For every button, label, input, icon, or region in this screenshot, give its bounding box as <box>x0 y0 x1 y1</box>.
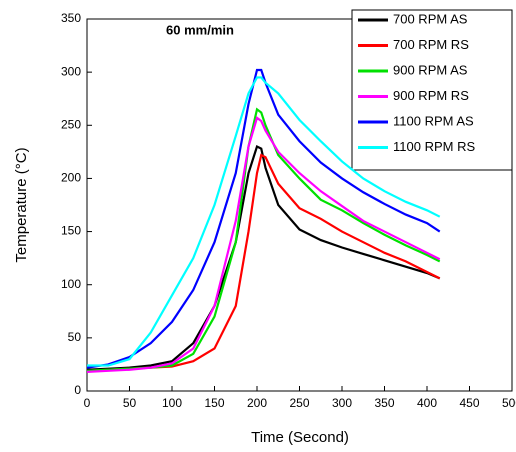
x-tick-label: 450 <box>459 396 479 410</box>
series-line <box>87 76 441 367</box>
y-tick-label: 50 <box>68 330 82 344</box>
y-tick-label: 150 <box>61 224 81 238</box>
y-axis-label: Temperature (°C) <box>13 147 30 262</box>
x-tick-label: 400 <box>417 396 437 410</box>
y-tick-label: 300 <box>61 64 81 78</box>
legend-box <box>351 9 513 171</box>
series-line <box>86 116 441 373</box>
legend-label: 700 RPM AS <box>393 11 468 26</box>
x-tick-label: 250 <box>289 396 309 410</box>
x-tick-label: 100 <box>162 396 182 410</box>
y-tick-label: 250 <box>61 117 81 131</box>
x-tick-label: 350 <box>374 396 394 410</box>
x-tick-label: 200 <box>247 396 267 410</box>
x-tick-label: 50 <box>123 396 137 410</box>
x-axis-label: Time (Second) <box>251 429 349 446</box>
y-tick-label: 100 <box>61 277 81 291</box>
series-line <box>86 68 441 369</box>
y-tick-label: 350 <box>61 11 81 25</box>
legend-label: 1100 RPM RS <box>393 139 475 154</box>
legend-label: 700 RPM RS <box>393 37 469 52</box>
x-tick-label: 300 <box>332 396 352 410</box>
series-line <box>86 153 441 372</box>
annotation: 60 mm/min <box>166 22 234 37</box>
x-tick-label: 150 <box>204 396 224 410</box>
y-tick-label: 0 <box>74 383 81 397</box>
x-tick-label: 0 <box>84 396 91 410</box>
series-line <box>86 144 441 371</box>
legend-label: 900 RPM RS <box>393 88 469 103</box>
y-tick-label: 200 <box>61 171 81 185</box>
legend-label: 1100 RPM AS <box>393 113 474 128</box>
x-tick-label: 500 <box>502 396 516 410</box>
legend-label: 900 RPM AS <box>393 62 468 77</box>
